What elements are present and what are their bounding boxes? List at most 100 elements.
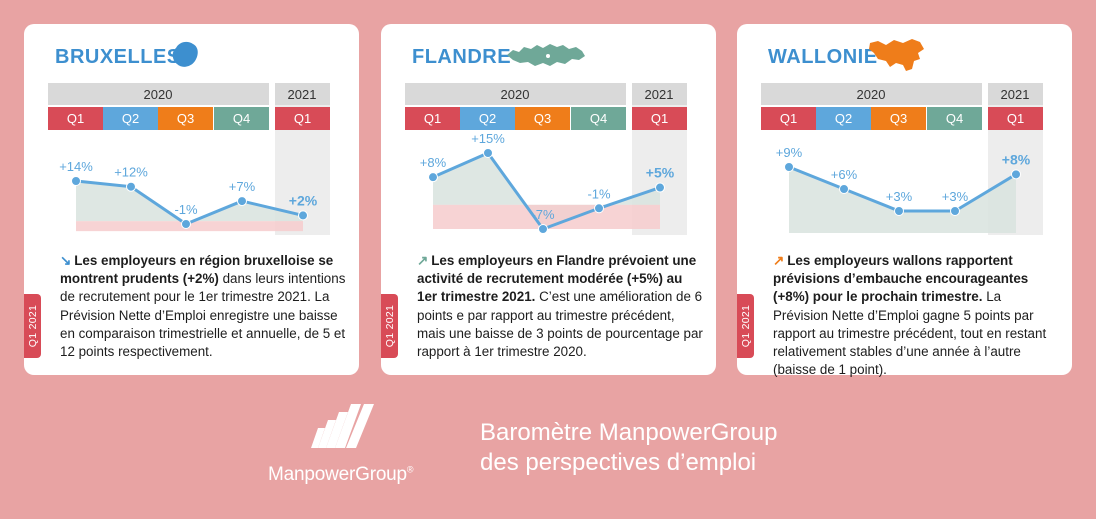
data-label: +5% [646, 165, 675, 181]
data-point [839, 184, 849, 194]
year-label-2020: 2020 [501, 87, 530, 102]
quarter-label-2021-q1: Q1 [294, 111, 311, 126]
data-point [126, 181, 136, 192]
data-label: -7% [531, 207, 555, 222]
quarter-label-q1: Q1 [67, 111, 84, 126]
card-description: ↗ Les employeurs en Flandre prévoient une… [417, 252, 703, 361]
year-label-2021: 2021 [288, 87, 317, 102]
data-label: +9% [776, 145, 803, 160]
manpowergroup-logo-icon [311, 404, 374, 448]
quarter-cell-q4 [571, 107, 626, 130]
quarter-label-q4: Q4 [233, 111, 250, 126]
quarter-label-2021-q1: Q1 [651, 111, 668, 126]
tagline-line-2: des perspectives d’emploi [480, 449, 757, 476]
description-highlight: Les employeurs en région bruxelloise se … [60, 253, 334, 287]
quarter-cell-2021-q1 [632, 107, 687, 130]
data-point [71, 176, 81, 186]
description-body: dans leurs intentions de recrutement pou… [60, 271, 346, 360]
quarter-cell-q2 [103, 107, 158, 130]
quarter-cell-q2 [816, 107, 871, 130]
data-label: +8% [1002, 151, 1031, 167]
quarter-cell-q1 [48, 107, 103, 130]
data-label: -1% [174, 202, 198, 217]
employment-chart: 2020 2021 Q1 Q2 Q3 Q4 Q1 +9% +6% +3% +3% +8% [761, 83, 1043, 235]
data-label: +8% [420, 155, 447, 170]
negative-zone [433, 204, 660, 229]
tagline-line-1: Baromètre ManpowerGroup [480, 419, 778, 446]
data-point [298, 210, 308, 221]
data-label: +14% [59, 159, 93, 174]
year-header-2020 [761, 83, 982, 105]
card-description: ↗ Les employeurs wallons rapportent prévi… [773, 252, 1059, 379]
year-label-2021: 2021 [645, 87, 674, 102]
quarter-cell-q3 [515, 107, 570, 130]
data-label: +3% [942, 189, 969, 204]
quarter-label-q2: Q2 [835, 111, 852, 126]
quarter-cell-q3 [871, 107, 926, 130]
quarter-label-q4: Q4 [946, 111, 963, 126]
data-point [1011, 169, 1021, 180]
brand-name: ManpowerGroup® [268, 464, 414, 485]
quarter-cell-2021-q1 [988, 107, 1043, 130]
quarter-cell-q2 [460, 107, 515, 130]
quarter-label-q3: Q3 [534, 111, 551, 126]
year-header-2021 [988, 83, 1043, 105]
data-point [237, 196, 247, 207]
tagline: Baromètre ManpowerGroup des perspectives… [480, 418, 777, 478]
region-card-bruxelles: BRUXELLES 2020 2021 Q1 Q2 Q3 Q4 Q1 +14% +12% -1% +… [24, 24, 359, 375]
data-point [655, 182, 665, 193]
data-label: -1% [587, 186, 611, 201]
quarter-label-q2: Q2 [479, 111, 496, 126]
quarter-label-q2: Q2 [122, 111, 139, 126]
quarter-label-q1: Q1 [780, 111, 797, 126]
data-point [894, 206, 904, 216]
quarter-cell-q4 [214, 107, 269, 130]
quarter-label-q4: Q4 [590, 111, 607, 126]
description-body: La Prévision Nette d’Emploi gagne 5 poin… [773, 289, 1047, 378]
quarter-cell-2021-q1 [275, 107, 330, 130]
trend-up-icon: ↗ [417, 253, 429, 268]
area-fill [76, 181, 303, 224]
data-label: +12% [114, 165, 148, 180]
trend-up-icon: ↗ [773, 253, 785, 268]
quarter-cell-q1 [405, 107, 460, 130]
data-point [950, 206, 960, 216]
year-label-2021: 2021 [1001, 87, 1030, 102]
brussels-map-icon [172, 41, 198, 67]
period-tab: Q1 2021 [381, 294, 398, 358]
region-card-flandre: FLANDRE 2020 2021 Q1 Q2 Q3 Q4 Q1 +8% +15% -7% -1% +… [381, 24, 716, 375]
employment-chart: 2020 2021 Q1 Q2 Q3 Q4 Q1 +14% +12% -1% +7% +2% [48, 83, 330, 235]
region-title: WALLONIE [768, 46, 878, 68]
area-fill [789, 167, 1016, 233]
data-point [483, 148, 493, 158]
quarter-cell-q1 [761, 107, 816, 130]
description-highlight: Les employeurs wallons rapportent prévis… [773, 253, 1029, 305]
flanders-map-icon [507, 44, 585, 66]
data-point [181, 219, 191, 229]
description-highlight: Les employeurs en Flandre prévoient une … [417, 253, 697, 305]
wallonia-map-icon [869, 39, 924, 71]
data-label: +2% [289, 192, 318, 208]
data-label: +15% [471, 131, 505, 146]
area-fill [433, 153, 660, 229]
data-label: +6% [831, 167, 858, 182]
trend-down-icon: ↘ [60, 253, 72, 268]
period-tab: Q1 2021 [737, 294, 754, 358]
employment-chart: 2020 2021 Q1 Q2 Q3 Q4 Q1 +8% +15% -7% -1% +5% [405, 83, 687, 235]
quarter-cell-q3 [158, 107, 213, 130]
year-label-2020: 2020 [857, 87, 886, 102]
quarter-label-q3: Q3 [890, 111, 907, 126]
year-header-2020 [48, 83, 269, 105]
data-point [428, 172, 438, 183]
region-card-wallonie: WALLONIE 2020 2021 Q1 Q2 Q3 Q4 Q1 +9% +6% +3% +3% +… [737, 24, 1072, 377]
data-point [594, 203, 604, 214]
year-label-2020: 2020 [144, 87, 173, 102]
region-title: FLANDRE [412, 46, 512, 68]
year-header-2021 [275, 83, 330, 105]
year-header-2020 [405, 83, 626, 105]
card-description: ↘ Les employeurs en région bruxelloise se… [60, 252, 346, 361]
period-tab: Q1 2021 [24, 294, 41, 358]
quarter-label-2021-q1: Q1 [1007, 111, 1024, 126]
data-point [538, 224, 548, 234]
data-label: +7% [229, 179, 256, 194]
